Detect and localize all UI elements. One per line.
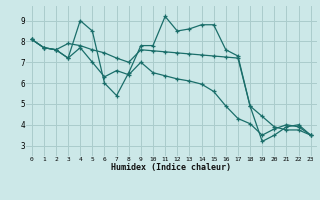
X-axis label: Humidex (Indice chaleur): Humidex (Indice chaleur)	[111, 163, 231, 172]
